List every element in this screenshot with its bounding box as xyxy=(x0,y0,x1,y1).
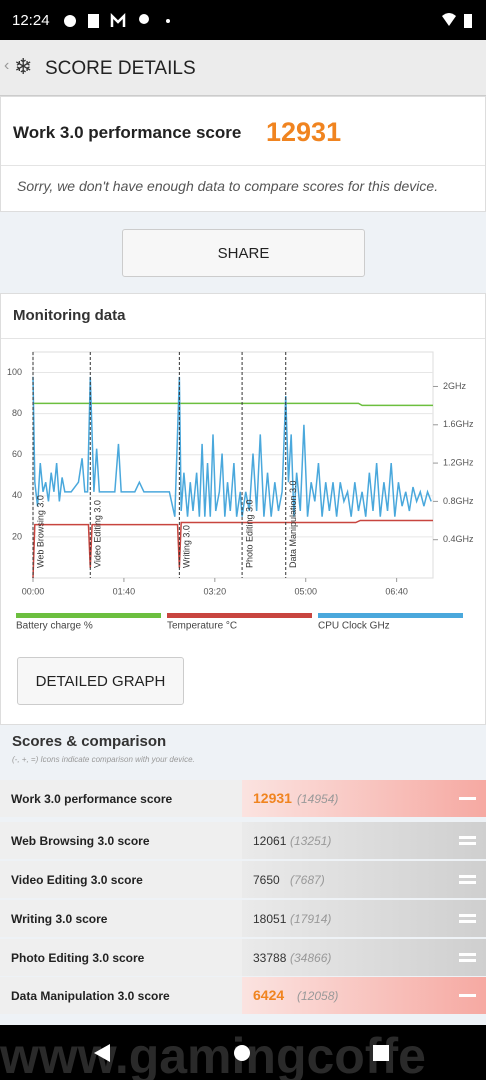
row-reference: (12058) xyxy=(297,989,339,1003)
scores-subtitle: (-, +, =) Icons indicate comparison with… xyxy=(12,755,195,764)
row-name: Data Manipulation 3.0 score xyxy=(11,989,170,1003)
series-line xyxy=(32,519,433,579)
legend-label: Battery charge % xyxy=(16,621,93,632)
back-icon[interactable]: ‹ xyxy=(4,57,10,74)
y2-tick-label: 1.2GHz xyxy=(443,457,474,467)
legend-swatch xyxy=(16,613,161,618)
back-button[interactable] xyxy=(94,1044,110,1062)
series-line xyxy=(33,402,433,407)
phase-label: Web Browsing 3.0 xyxy=(35,495,45,568)
row-score: 12931 xyxy=(253,790,292,806)
scores-title: Scores & comparison xyxy=(12,733,167,750)
nav-bar: www.gamingcoffe xyxy=(0,1025,486,1080)
plot-area xyxy=(32,351,434,579)
x-tick-label: 06:40 xyxy=(385,586,408,596)
phase-label: Photo Editing 3.0 xyxy=(244,499,254,568)
legend-label: Temperature °C xyxy=(167,621,237,632)
nav-buttons xyxy=(94,1044,389,1062)
monitoring-chart: 20 40 60 80 100 0.4GHz 0.8GHz 1.2GHz 1.6GHz 2GHz 0… xyxy=(7,351,474,632)
comparison-icon xyxy=(459,994,476,997)
legend-swatch xyxy=(318,613,463,618)
y2-tick-label: 2GHz xyxy=(443,381,467,391)
app-title: SCORE DETAILS xyxy=(45,58,196,79)
app-bar: ‹ ❄ SCORE DETAILS xyxy=(0,40,486,96)
row-name: Work 3.0 performance score xyxy=(11,792,173,806)
status-right-icons xyxy=(442,13,472,28)
row-score: 12061 xyxy=(253,834,287,848)
phase-label: Data Manipulation 3.0 xyxy=(288,480,298,568)
x-tick-label: 05:00 xyxy=(294,586,317,596)
comparison-icon xyxy=(459,914,476,923)
row-score: 18051 xyxy=(253,912,287,926)
y-tick-label: 100 xyxy=(7,367,22,377)
phase-label: Video Editing 3.0 xyxy=(93,500,103,568)
row-name: Writing 3.0 score xyxy=(11,912,108,926)
y2-tick-label: 0.8GHz xyxy=(443,496,474,506)
clock: 12:24 xyxy=(12,12,50,29)
logo-icon: ❄ xyxy=(14,54,33,79)
score-label: Work 3.0 performance score xyxy=(13,123,242,142)
x-tick-label: 00:00 xyxy=(22,586,45,596)
comparison-icon xyxy=(459,797,476,800)
score-card: Work 3.0 performance score 12931 Sorry, … xyxy=(0,96,486,212)
legend-label: CPU Clock GHz xyxy=(318,621,390,632)
status-bar: 12:24 xyxy=(0,0,486,40)
x-tick-label: 03:20 xyxy=(204,586,227,596)
row-name: Video Editing 3.0 score xyxy=(11,873,143,887)
y-tick-label: 60 xyxy=(12,449,22,459)
series-line xyxy=(32,376,432,517)
comparison-icon xyxy=(459,953,476,962)
watermark: www.gamingcoffe xyxy=(0,1028,426,1080)
row-reference: (34866) xyxy=(290,951,332,965)
score-row: Video Editing 3.0 score 7650 (7687) xyxy=(0,861,486,898)
y2-tick-label: 1.6GHz xyxy=(443,419,474,429)
score-row: Web Browsing 3.0 score 12061 (13251) xyxy=(0,822,486,859)
row-reference: (17914) xyxy=(290,912,332,926)
y-tick-label: 20 xyxy=(12,531,22,541)
score-row: Work 3.0 performance score 12931 (14954) xyxy=(0,780,486,817)
score-value: 12931 xyxy=(266,117,342,147)
comparison-icon xyxy=(459,875,476,884)
row-score: 33788 xyxy=(253,951,287,965)
score-row: Writing 3.0 score 18051 (17914) xyxy=(0,900,486,937)
x-tick-label: 01:40 xyxy=(113,586,136,596)
score-note: Sorry, we don't have enough data to comp… xyxy=(17,178,439,194)
home-button[interactable] xyxy=(234,1045,250,1061)
row-score: 6424 xyxy=(253,987,285,1003)
row-reference: (7687) xyxy=(290,873,325,887)
score-row: Data Manipulation 3.0 score 6424 (12058) xyxy=(0,977,486,1014)
recents-button[interactable] xyxy=(373,1045,389,1061)
row-reference: (13251) xyxy=(290,834,332,848)
y-tick-label: 40 xyxy=(12,490,22,500)
detailed-graph-button[interactable]: DETAILED GRAPH xyxy=(17,657,184,705)
row-name: Web Browsing 3.0 score xyxy=(11,834,150,848)
y2-tick-label: 0.4GHz xyxy=(443,534,474,544)
status-icons xyxy=(64,12,170,28)
y-tick-label: 80 xyxy=(12,408,22,418)
row-name: Photo Editing 3.0 score xyxy=(11,951,145,965)
phase-label: Writing 3.0 xyxy=(182,525,192,568)
comparison-icon xyxy=(459,836,476,845)
legend-swatch xyxy=(167,613,312,618)
score-row: Photo Editing 3.0 score 33788 (34866) xyxy=(0,939,486,976)
monitoring-title: Monitoring data xyxy=(13,307,126,324)
row-reference: (14954) xyxy=(297,792,339,806)
share-button[interactable]: SHARE xyxy=(122,229,365,277)
row-score: 7650 xyxy=(253,873,280,887)
